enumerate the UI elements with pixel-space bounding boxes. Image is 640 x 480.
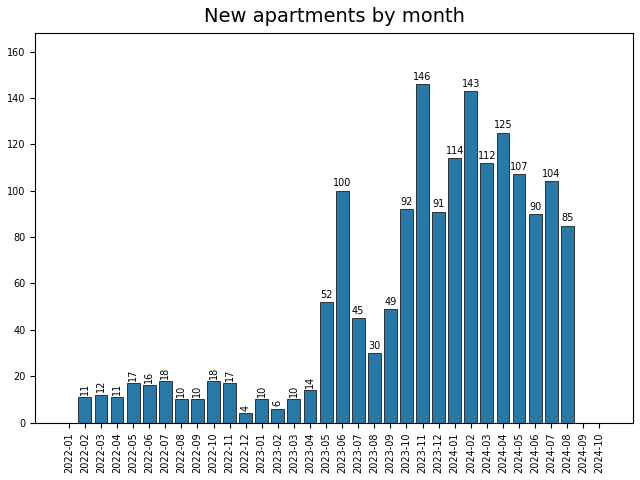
Text: 107: 107 (510, 162, 528, 172)
Bar (400, 209, 413, 422)
Text: 92: 92 (400, 197, 413, 207)
Text: 18: 18 (160, 366, 170, 379)
Text: 17: 17 (225, 369, 235, 381)
Text: 17: 17 (128, 369, 138, 381)
Bar (513, 175, 525, 422)
Text: 112: 112 (477, 151, 496, 161)
Text: 11: 11 (112, 383, 122, 395)
Text: 12: 12 (96, 380, 106, 393)
Title: New apartments by month: New apartments by month (204, 7, 465, 26)
Text: 49: 49 (384, 297, 397, 307)
Bar (95, 395, 108, 422)
Bar (561, 226, 573, 422)
Text: 125: 125 (493, 120, 512, 131)
Bar (111, 397, 124, 422)
Text: 30: 30 (368, 341, 380, 351)
Text: 85: 85 (561, 213, 573, 223)
Text: 11: 11 (80, 383, 90, 395)
Bar (465, 91, 477, 422)
Bar (207, 381, 220, 422)
Bar (448, 158, 461, 422)
Bar (143, 385, 156, 422)
Bar (191, 399, 204, 422)
Bar (416, 84, 429, 422)
Text: 10: 10 (289, 385, 299, 397)
Bar (529, 214, 541, 422)
Bar (159, 381, 172, 422)
Text: 45: 45 (352, 306, 364, 316)
Text: 90: 90 (529, 202, 541, 212)
Bar (255, 399, 268, 422)
Bar (287, 399, 300, 422)
Text: 10: 10 (193, 385, 202, 397)
Bar (352, 318, 365, 422)
Text: 4: 4 (241, 405, 251, 411)
Text: 16: 16 (144, 371, 154, 383)
Text: 146: 146 (413, 72, 432, 82)
Bar (239, 413, 252, 422)
Text: 6: 6 (273, 400, 283, 407)
Text: 10: 10 (177, 385, 186, 397)
Bar (432, 212, 445, 422)
Text: 18: 18 (209, 366, 218, 379)
Text: 100: 100 (333, 179, 351, 189)
Bar (319, 302, 333, 422)
Bar (336, 191, 349, 422)
Bar (223, 383, 236, 422)
Text: 104: 104 (542, 169, 561, 179)
Bar (175, 399, 188, 422)
Bar (545, 181, 557, 422)
Text: 114: 114 (445, 146, 464, 156)
Bar (481, 163, 493, 422)
Text: 52: 52 (320, 290, 332, 300)
Bar (368, 353, 381, 422)
Bar (384, 309, 397, 422)
Bar (127, 383, 140, 422)
Bar (303, 390, 316, 422)
Bar (497, 133, 509, 422)
Bar (79, 397, 92, 422)
Text: 143: 143 (461, 79, 480, 89)
Bar (271, 408, 284, 422)
Text: 14: 14 (305, 375, 315, 388)
Text: 10: 10 (257, 385, 267, 397)
Text: 91: 91 (433, 199, 445, 209)
